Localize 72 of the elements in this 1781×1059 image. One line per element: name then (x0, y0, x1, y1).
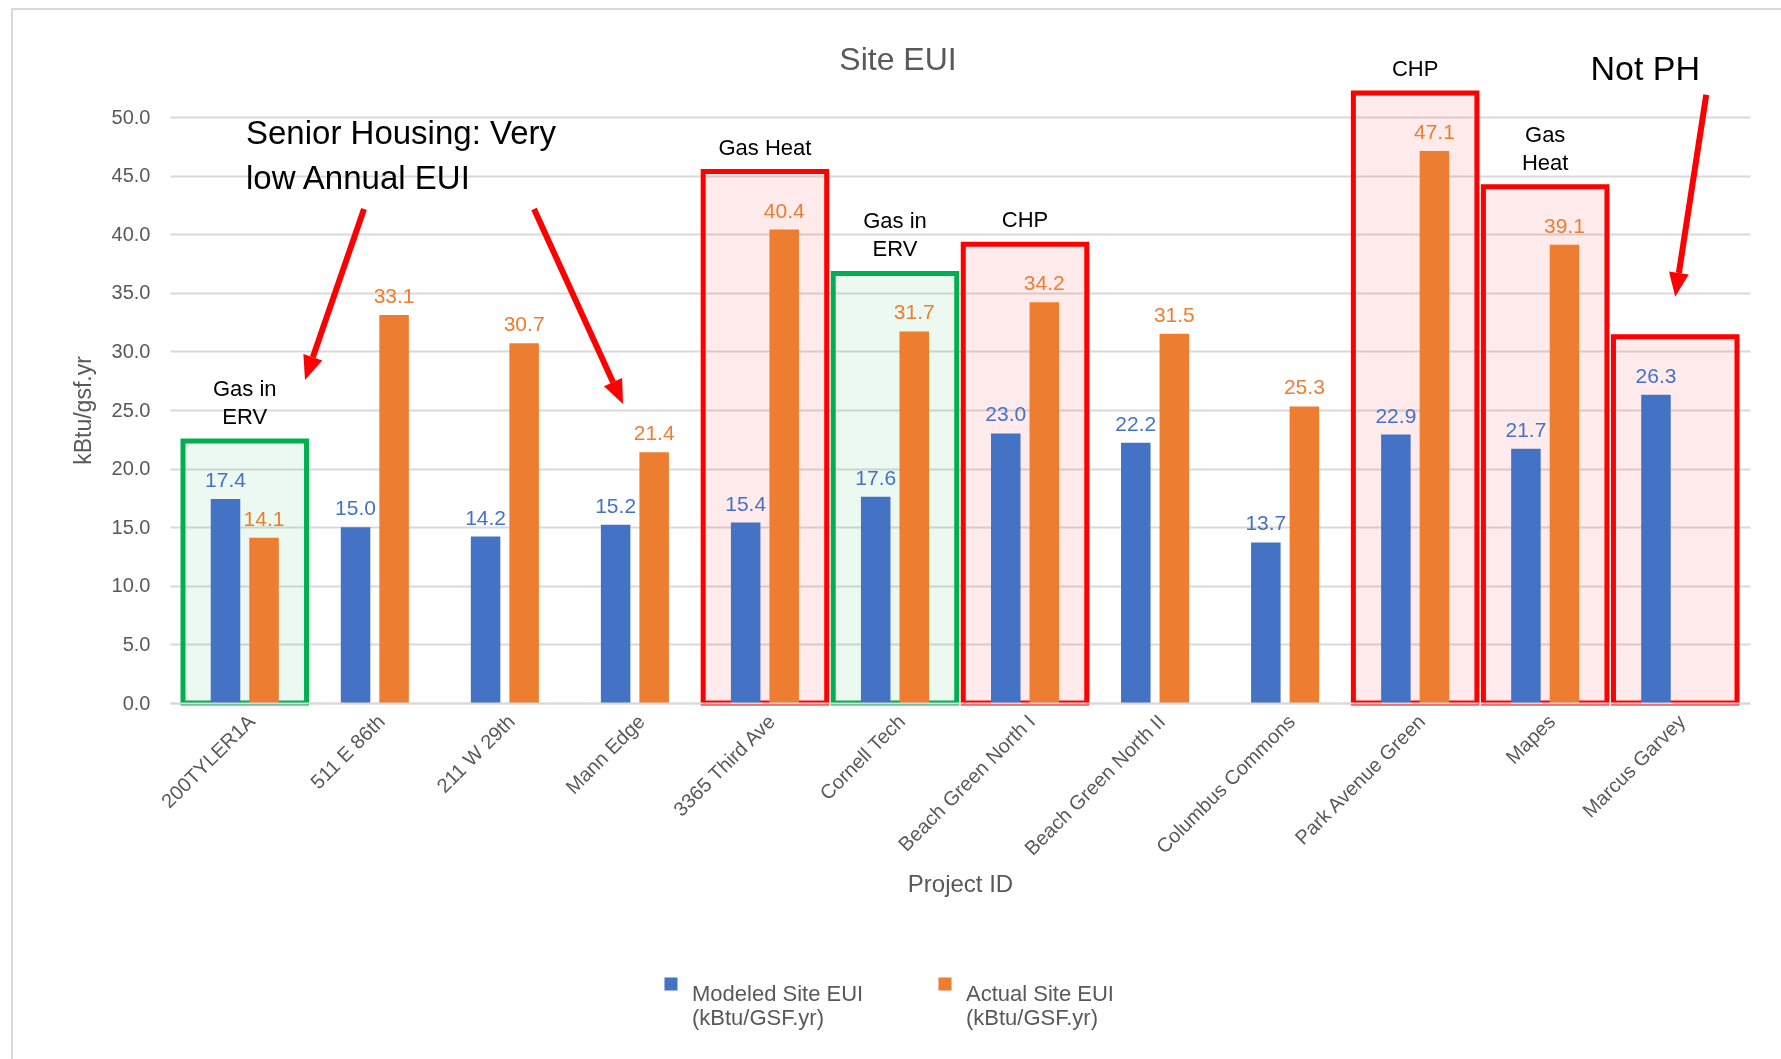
band-label: Gas in ERV (212, 376, 277, 430)
y-tick-label: 0.0 (122, 691, 151, 714)
data-label: 31.5 (1153, 302, 1195, 326)
bar (1641, 394, 1671, 703)
data-label: 25.3 (1283, 375, 1325, 399)
x-tick-label: 511 E 86th (306, 710, 389, 794)
y-tick-label: 25.0 (111, 398, 151, 421)
bar (769, 229, 799, 703)
bar (730, 522, 761, 703)
legend-label: Actual Site EUI (kBtu/GSF.yr) (966, 981, 1114, 1030)
bar (899, 331, 929, 703)
y-tick-label: 50.0 (111, 105, 151, 128)
bar (1549, 244, 1580, 703)
legend-label: Modeled Site EUI (kBtu/GSF.yr) (692, 981, 864, 1030)
data-label: 30.7 (503, 312, 545, 336)
data-label: 22.9 (1375, 403, 1417, 427)
bar (991, 433, 1021, 703)
data-label: 21.7 (1505, 417, 1547, 441)
data-label: 13.7 (1245, 511, 1287, 535)
data-label: 17.6 (855, 465, 897, 489)
y-tick-label: 40.0 (111, 222, 151, 245)
bar (1121, 442, 1151, 703)
data-label: 39.1 (1544, 213, 1585, 237)
data-label: 34.2 (1023, 271, 1065, 295)
x-axis-title: Project ID (907, 870, 1014, 898)
y-axis-title: kBtu/gsf.yr (69, 355, 96, 465)
y-tick-label: 5.0 (122, 632, 151, 655)
bar (470, 536, 501, 703)
data-label: 14.1 (243, 506, 285, 530)
data-label: 47.1 (1413, 119, 1455, 143)
bar (1289, 406, 1320, 703)
annotation: Senior Housing: Very low Annual EUI (246, 114, 557, 197)
band-label: Gas Heat (718, 134, 812, 160)
y-tick-label: 20.0 (111, 457, 151, 480)
band-label: Gas Heat (1521, 121, 1569, 175)
bar (379, 315, 409, 703)
y-tick-label: 15.0 (111, 515, 151, 538)
bar (249, 537, 279, 703)
bar (1511, 448, 1541, 703)
y-tick-label: 10.0 (111, 574, 151, 597)
bar (1419, 150, 1450, 703)
bar (340, 527, 371, 703)
y-tick-label: 45.0 (111, 164, 151, 187)
band-label: Gas in ERV (863, 208, 927, 262)
data-label: 15.0 (335, 496, 376, 520)
text: Not PH (1590, 48, 1701, 87)
data-label: 23.0 (985, 402, 1027, 426)
chart-title: Site EUI (839, 41, 957, 77)
y-tick-label: 30.0 (111, 339, 151, 362)
bar (600, 524, 631, 703)
bar (1251, 542, 1281, 703)
band-label: CHP (1001, 207, 1049, 233)
data-label: 14.2 (465, 505, 507, 529)
x-tick-label: 211 W 29th (432, 710, 519, 797)
data-label: 40.4 (763, 198, 805, 222)
bar (210, 499, 241, 703)
bar (1029, 302, 1060, 703)
y-tick-label: 35.0 (111, 281, 151, 304)
data-label: 31.7 (893, 300, 935, 324)
data-label: 33.1 (373, 284, 415, 308)
data-label: 22.2 (1115, 411, 1157, 435)
bar (509, 343, 539, 703)
data-label: 15.4 (725, 491, 767, 515)
data-label: 26.3 (1635, 363, 1677, 387)
data-label: 15.2 (595, 493, 637, 517)
bar (860, 496, 891, 703)
data-label: 21.4 (633, 421, 675, 445)
bar (1159, 333, 1190, 703)
data-label: 17.4 (205, 468, 247, 492)
band-label: CHP (1391, 55, 1439, 81)
bar (639, 452, 669, 703)
bar (1381, 434, 1411, 703)
